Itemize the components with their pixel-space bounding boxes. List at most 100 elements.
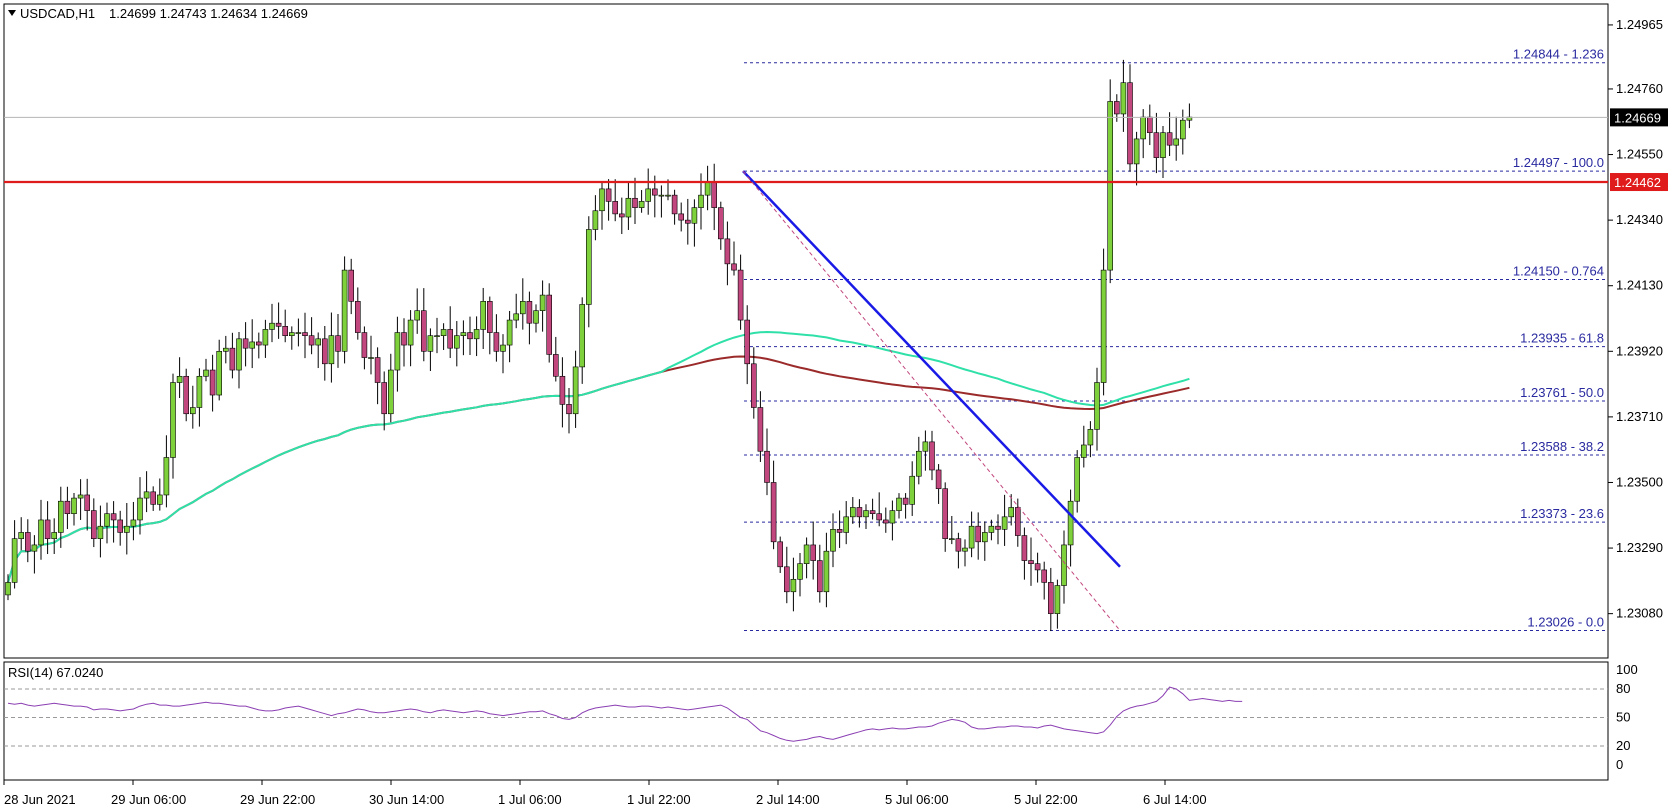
candle-bearish[interactable] <box>348 258 355 315</box>
candle-bearish[interactable] <box>1021 527 1028 580</box>
candle-bullish[interactable] <box>1061 530 1067 604</box>
candle-bearish[interactable] <box>282 309 289 343</box>
candle-bearish[interactable] <box>678 202 685 232</box>
candle-bearish[interactable] <box>1041 561 1047 600</box>
candle-bullish[interactable] <box>31 535 38 574</box>
candle-bearish[interactable] <box>618 197 625 235</box>
candle-bullish[interactable] <box>77 479 84 520</box>
candle-bullish[interactable] <box>1087 421 1094 458</box>
candle-bearish[interactable] <box>1127 64 1133 172</box>
candle-bearish[interactable] <box>552 336 559 382</box>
candle-bullish[interactable] <box>500 334 506 374</box>
candle-bullish[interactable] <box>968 511 975 558</box>
candle-bullish[interactable] <box>585 216 592 328</box>
candle-bearish[interactable] <box>777 536 784 573</box>
candle-bearish[interactable] <box>110 501 117 543</box>
candle-bullish[interactable] <box>599 180 605 230</box>
candle-bullish[interactable] <box>803 537 810 579</box>
candle-bullish[interactable] <box>143 471 150 513</box>
candle-bullish[interactable] <box>823 532 830 608</box>
candle-bearish[interactable] <box>302 312 308 359</box>
candle-bearish[interactable] <box>684 198 691 245</box>
candle-bullish[interactable] <box>434 317 440 354</box>
candle-bullish[interactable] <box>157 478 163 511</box>
candle-bullish[interactable] <box>71 493 77 526</box>
candle-bearish[interactable] <box>559 357 566 428</box>
candle-bearish[interactable] <box>1153 112 1160 174</box>
candle-bullish[interactable] <box>1120 59 1127 132</box>
candle-bearish[interactable] <box>361 326 368 370</box>
candle-bullish[interactable] <box>1081 425 1087 468</box>
candle-bearish[interactable] <box>24 519 31 563</box>
candle-bullish[interactable] <box>909 461 916 516</box>
candle-bullish[interactable] <box>625 181 632 230</box>
candle-bullish[interactable] <box>473 316 480 357</box>
candle-bearish[interactable] <box>955 532 962 569</box>
candle-bearish[interactable] <box>632 177 638 224</box>
candle-bullish[interactable] <box>18 517 25 551</box>
candle-bullish[interactable] <box>915 436 922 485</box>
candle-bullish[interactable] <box>962 539 968 567</box>
candle-bearish[interactable] <box>526 291 533 345</box>
candle-bearish[interactable] <box>995 514 1001 545</box>
candle-bullish[interactable] <box>843 501 850 545</box>
candle-bearish[interactable] <box>354 287 361 340</box>
candle-bullish[interactable] <box>130 501 137 541</box>
candle-bearish[interactable] <box>183 368 189 422</box>
candle-bullish[interactable] <box>368 335 374 375</box>
candle-bullish[interactable] <box>830 513 836 568</box>
candle-bullish[interactable] <box>658 185 665 218</box>
candle-bullish[interactable] <box>519 278 526 330</box>
candle-bearish[interactable] <box>717 201 724 250</box>
candle-bearish[interactable] <box>605 179 612 221</box>
candle-bearish[interactable] <box>44 501 51 555</box>
candle-bullish[interactable] <box>1160 126 1166 178</box>
candle-bullish[interactable] <box>51 518 58 554</box>
candle-bearish[interactable] <box>308 317 315 355</box>
candle-bearish[interactable] <box>321 326 328 381</box>
candle-bullish[interactable] <box>988 519 995 541</box>
candle-bearish[interactable] <box>876 492 883 527</box>
candle-bullish[interactable] <box>249 319 255 369</box>
candle-bullish[interactable] <box>11 520 18 589</box>
candle-bullish[interactable] <box>691 199 698 247</box>
candle-bearish[interactable] <box>1048 567 1054 632</box>
candle-bullish[interactable] <box>863 504 869 529</box>
bearish-trend-line[interactable] <box>742 170 1121 568</box>
candle-bullish[interactable] <box>948 516 955 545</box>
collapse-triangle-icon[interactable] <box>8 10 16 16</box>
candle-bullish[interactable] <box>262 319 269 358</box>
candle-bullish[interactable] <box>427 328 434 372</box>
candle-bearish[interactable] <box>335 313 341 368</box>
candle-bullish[interactable] <box>896 493 902 519</box>
candle-bullish[interactable] <box>223 335 229 364</box>
candle-bullish[interactable] <box>216 339 222 401</box>
candle-bullish[interactable] <box>797 553 803 597</box>
candle-bullish[interactable] <box>539 280 546 332</box>
candle-bearish[interactable] <box>810 521 817 580</box>
candle-bearish[interactable] <box>374 347 381 405</box>
candle-bullish[interactable] <box>394 316 401 392</box>
candle-bullish[interactable] <box>57 486 64 548</box>
candle-bearish[interactable] <box>1166 112 1173 157</box>
candle-bullish[interactable] <box>196 368 203 427</box>
candle-bearish[interactable] <box>229 332 236 379</box>
candle-bullish[interactable] <box>328 312 335 383</box>
candle-bearish[interactable] <box>816 544 823 603</box>
candle-bearish[interactable] <box>255 332 262 359</box>
candle-bullish[interactable] <box>579 297 586 384</box>
candle-bullish[interactable] <box>790 557 797 612</box>
candle-bullish[interactable] <box>440 323 447 350</box>
candle-bearish[interactable] <box>882 507 889 533</box>
candle-bearish[interactable] <box>935 464 942 504</box>
candle-bearish[interactable] <box>117 510 123 546</box>
candle-bullish[interactable] <box>124 503 130 555</box>
candle-bearish[interactable] <box>737 254 744 330</box>
candle-bullish[interactable] <box>1133 131 1140 186</box>
candle-bullish[interactable] <box>1067 489 1074 567</box>
candle-bullish[interactable] <box>269 303 275 343</box>
candle-bearish[interactable] <box>420 288 427 362</box>
candle-bullish[interactable] <box>513 293 520 329</box>
candle-bullish[interactable] <box>97 505 104 558</box>
candle-bullish[interactable] <box>190 385 196 429</box>
